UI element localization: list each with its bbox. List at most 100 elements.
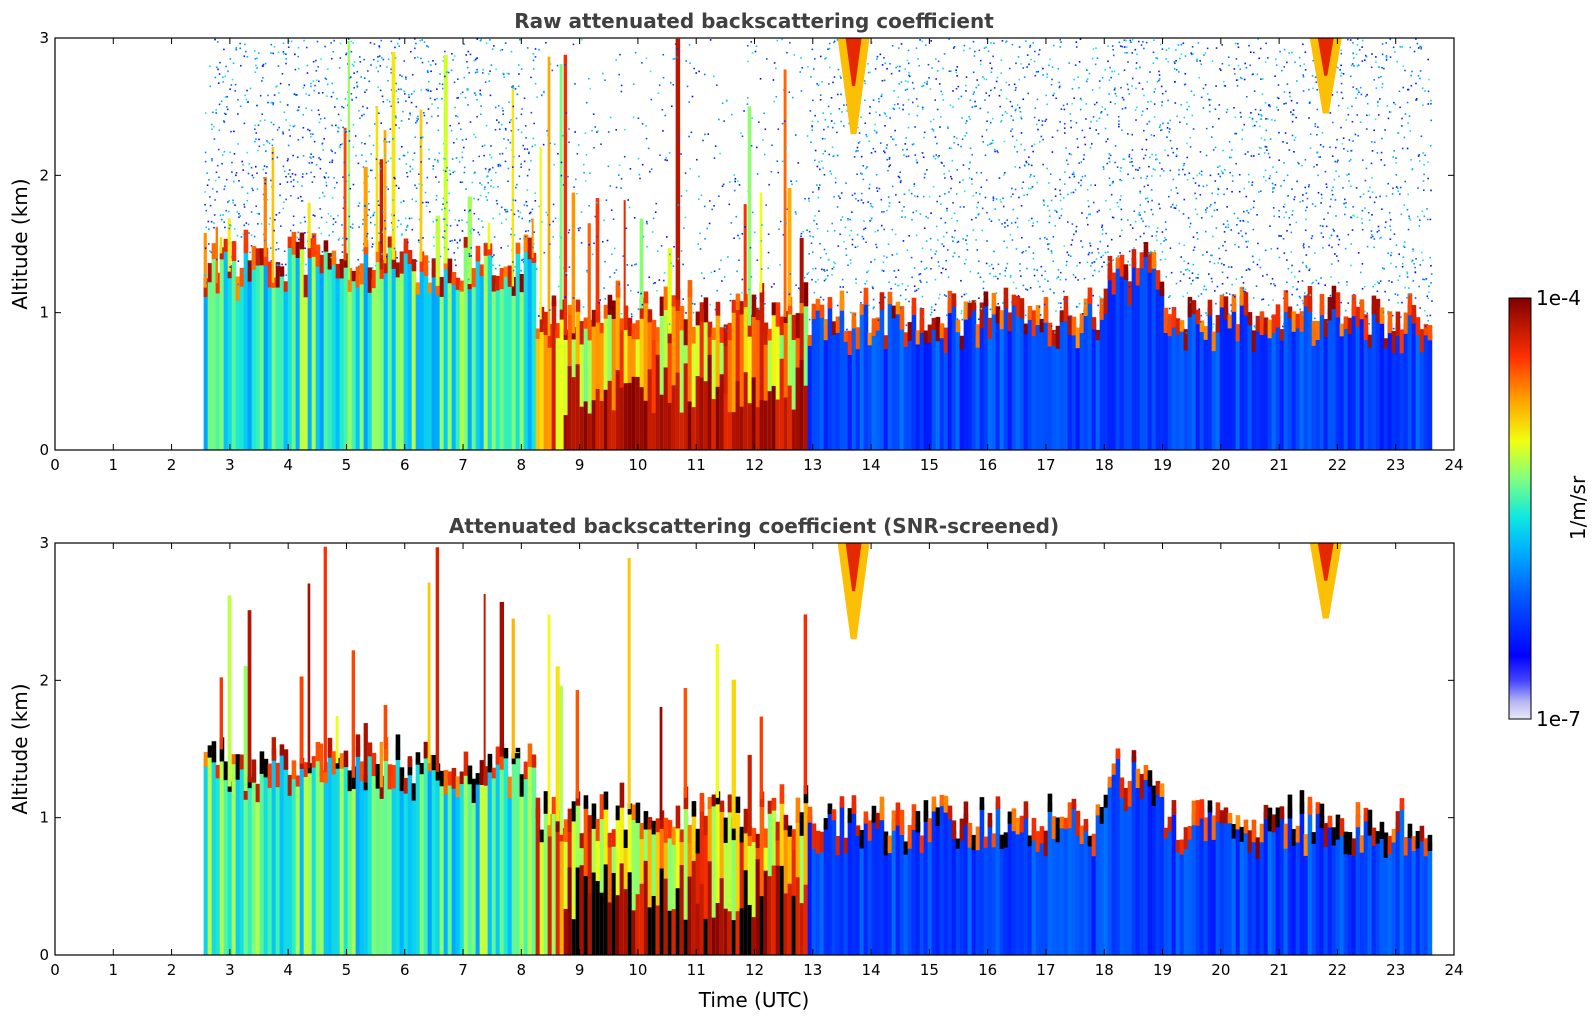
noise-speck — [1314, 252, 1316, 254]
noise-speck — [955, 137, 958, 140]
noise-speck — [254, 165, 257, 168]
noise-speck — [1215, 227, 1218, 229]
noise-speck — [1393, 101, 1395, 104]
noise-speck — [477, 218, 480, 220]
heatmap-column — [1163, 49, 1170, 450]
noise-speck — [1138, 211, 1141, 214]
noise-speck — [965, 120, 968, 122]
layer-top-cell — [1263, 317, 1269, 335]
noise-speck — [819, 94, 822, 96]
noise-speck — [983, 47, 986, 49]
noise-speck — [296, 94, 298, 96]
noise-speck — [965, 243, 968, 245]
noise-speck — [420, 136, 422, 139]
noise-speck — [341, 244, 344, 246]
noise-speck — [784, 120, 786, 122]
noise-speck — [1371, 177, 1373, 179]
noise-speck — [427, 108, 430, 110]
noise-speck — [1161, 92, 1164, 95]
noise-speck — [223, 121, 226, 123]
heatmap-column — [1087, 72, 1093, 450]
noise-speck — [506, 72, 509, 75]
layer-top-cell — [423, 255, 429, 276]
noise-speck — [1098, 80, 1101, 82]
noise-speck — [1289, 223, 1291, 226]
noise-speck — [613, 272, 616, 274]
noise-speck — [837, 68, 840, 71]
noise-speck — [377, 60, 379, 63]
noise-speck — [470, 247, 472, 249]
noise-speck — [693, 67, 695, 70]
heatmap-column — [1099, 77, 1105, 450]
boundary-layer-cell — [1287, 312, 1293, 450]
noise-speck — [907, 81, 909, 83]
noise-speck — [1018, 46, 1021, 48]
noise-speck — [1257, 38, 1259, 40]
noise-speck — [370, 153, 372, 155]
layer-top-cell — [755, 307, 761, 321]
noise-speck — [698, 198, 700, 200]
noise-speck — [601, 240, 604, 243]
noise-speck — [840, 93, 842, 96]
layer-top-cell — [395, 262, 401, 278]
noise-speck — [831, 146, 834, 149]
noise-speck — [930, 308, 933, 311]
noise-speck — [1180, 256, 1183, 258]
noise-speck — [989, 121, 992, 124]
noise-speck — [936, 200, 939, 203]
noise-speck — [1393, 233, 1396, 235]
layer-top-cell — [743, 293, 749, 308]
noise-speck — [953, 142, 955, 144]
noise-speck — [1070, 153, 1073, 156]
noise-speck — [442, 203, 444, 205]
noise-speck — [855, 282, 857, 284]
noise-speck — [991, 117, 994, 120]
boundary-layer-cell — [1267, 328, 1273, 450]
surface-layer-cell — [751, 377, 757, 450]
noise-speck — [1234, 42, 1237, 45]
noise-speck — [1131, 38, 1134, 41]
boundary-layer-cell — [935, 329, 941, 450]
noise-speck — [430, 70, 432, 73]
heatmap-column — [423, 41, 430, 450]
noise-speck — [505, 129, 507, 131]
noise-speck — [641, 123, 644, 125]
heatmap-column — [931, 58, 938, 450]
boundary-layer-cell — [1087, 295, 1093, 450]
boundary-layer-cell — [291, 243, 297, 450]
noise-speck — [499, 49, 502, 52]
noise-speck — [1080, 161, 1083, 163]
noise-speck — [1096, 57, 1099, 59]
noise-speck — [321, 191, 324, 194]
noise-speck — [375, 66, 378, 69]
noise-speck — [330, 215, 332, 217]
layer-top-cell — [1167, 314, 1173, 337]
noise-speck — [760, 240, 763, 242]
noise-speck — [905, 137, 908, 139]
boundary-layer-cell — [299, 240, 305, 450]
noise-speck — [853, 156, 856, 158]
noise-speck — [1059, 199, 1062, 202]
noise-speck — [1017, 56, 1020, 58]
boundary-layer-cell — [1239, 296, 1245, 450]
noise-speck — [982, 141, 984, 143]
noise-speck — [685, 190, 688, 192]
noise-speck — [466, 88, 469, 90]
layer-top-cell — [771, 302, 777, 316]
noise-speck — [609, 116, 612, 119]
noise-speck — [1175, 204, 1178, 207]
noise-speck — [605, 199, 608, 202]
noise-speck — [921, 152, 924, 154]
layer-top-cell — [619, 318, 625, 331]
layer-top-cell — [1003, 287, 1009, 309]
noise-speck — [1350, 185, 1352, 187]
layer-top-cell — [863, 287, 869, 305]
noise-speck — [324, 127, 327, 130]
heatmap-column — [583, 101, 589, 450]
layer-top-cell — [1371, 295, 1377, 315]
noise-speck — [345, 237, 348, 240]
noise-speck — [528, 151, 530, 154]
noise-speck — [1122, 98, 1125, 101]
noise-speck — [830, 112, 832, 115]
noise-speck — [767, 267, 770, 269]
